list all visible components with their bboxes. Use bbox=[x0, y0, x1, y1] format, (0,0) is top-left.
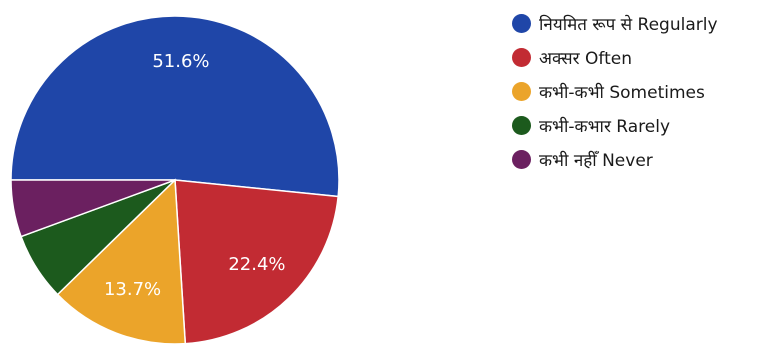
legend-label-4: कभी नहीँ Never bbox=[539, 150, 653, 171]
pie-data-label-1: 22.4% bbox=[228, 254, 285, 275]
legend-swatch-2 bbox=[512, 81, 531, 101]
legend-swatch-1 bbox=[512, 47, 531, 67]
pie-data-label-2: 13.7% bbox=[104, 279, 161, 300]
pie-slice-4 bbox=[10, 179, 176, 238]
legend-item-0: नियमित रूप से Regularly bbox=[512, 6, 774, 40]
legend-label-3: कभी-कभार Rarely bbox=[539, 116, 671, 137]
legend-label-1: अक्सर Often bbox=[539, 48, 632, 69]
legend-item-4: कभी नहीँ Never bbox=[512, 142, 774, 176]
pie-slice-1 bbox=[174, 179, 339, 345]
legend-label-2: कभी-कभी Sometimes bbox=[539, 82, 705, 103]
legend-swatch-3 bbox=[512, 115, 531, 135]
legend: नियमित रूप से Regularly अक्सर Often कभी-कभ… bbox=[512, 6, 774, 176]
pie-slice-2 bbox=[56, 178, 187, 345]
legend-label-0: नियमित रूप से Regularly bbox=[539, 14, 718, 35]
pie-chart: 51.6% 22.4% 13.7% bbox=[10, 15, 340, 345]
pie-slice-0 bbox=[10, 15, 340, 198]
legend-swatch-4 bbox=[512, 149, 531, 169]
legend-swatch-0 bbox=[512, 13, 531, 33]
pie-data-label-0: 51.6% bbox=[152, 51, 209, 72]
legend-item-2: कभी-कभी Sometimes bbox=[512, 74, 774, 108]
legend-item-3: कभी-कभार Rarely bbox=[512, 108, 774, 142]
legend-item-1: अक्सर Often bbox=[512, 40, 774, 74]
